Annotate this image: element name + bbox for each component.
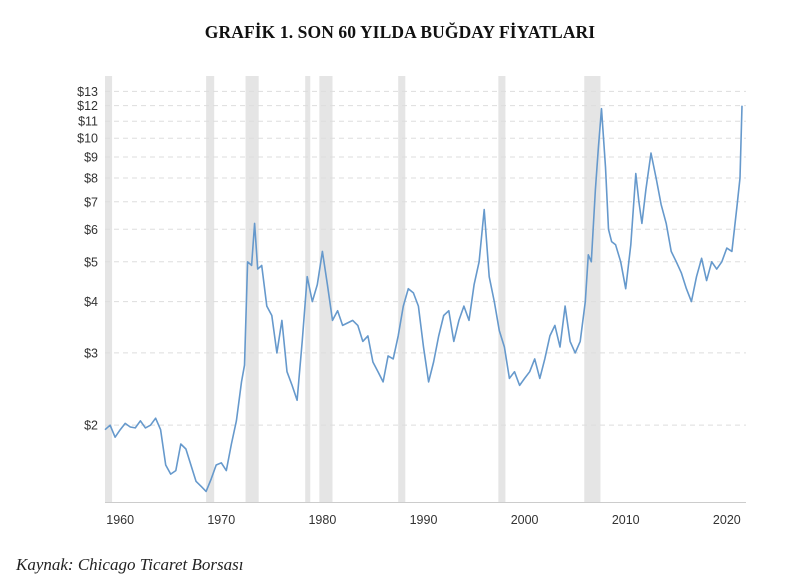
y-tick-label-6: $8	[84, 171, 98, 185]
y-tick-label-9: $11	[78, 115, 98, 129]
source-note: Kaynak: Chicago Ticaret Borsası	[16, 555, 244, 574]
x-tick-label-5: 2010	[612, 513, 640, 527]
x-tick-label-4: 2000	[511, 513, 539, 527]
shaded-period-4	[319, 76, 333, 502]
x-tick-label-3: 1990	[410, 513, 438, 527]
y-tick-label-8: $10	[77, 132, 98, 146]
y-tick-label-11: $13	[77, 85, 98, 99]
shaded-period-1	[206, 76, 215, 502]
shaded-period-2	[245, 76, 259, 502]
x-axis-ticks: 1960 1970 1980 1990 2000 2010 2020	[106, 513, 741, 527]
x-tick-label-6: 2020	[713, 513, 741, 527]
shaded-period-0	[105, 76, 113, 502]
shaded-periods	[105, 76, 601, 502]
y-tick-label-1: $3	[84, 346, 98, 360]
shaded-period-3	[305, 76, 311, 502]
shaded-period-6	[498, 76, 506, 502]
shaded-period-5	[398, 76, 406, 502]
y-tick-label-3: $5	[84, 255, 98, 269]
y-tick-label-10: $12	[77, 99, 98, 113]
x-tick-label-0: 1960	[106, 513, 134, 527]
y-axis-ticks: $2 $3 $4 $5 $6 $7 $8 $9 $10 $11 $12$13	[77, 85, 98, 433]
wheat-price-line	[104, 105, 743, 493]
chart-title: GRAFİK 1. SON 60 YILDA BUĞDAY FİYATLARI	[204, 22, 596, 42]
y-tick-label-2: $4	[84, 295, 98, 309]
y-tick-label-5: $7	[84, 195, 98, 209]
y-grid	[105, 90, 746, 426]
y-tick-label-7: $9	[84, 150, 98, 164]
x-tick-label-1: 1970	[207, 513, 235, 527]
y-tick-label-0: $2	[84, 419, 98, 433]
x-tick-label-2: 1980	[308, 513, 336, 527]
y-tick-label-4: $6	[84, 223, 98, 237]
